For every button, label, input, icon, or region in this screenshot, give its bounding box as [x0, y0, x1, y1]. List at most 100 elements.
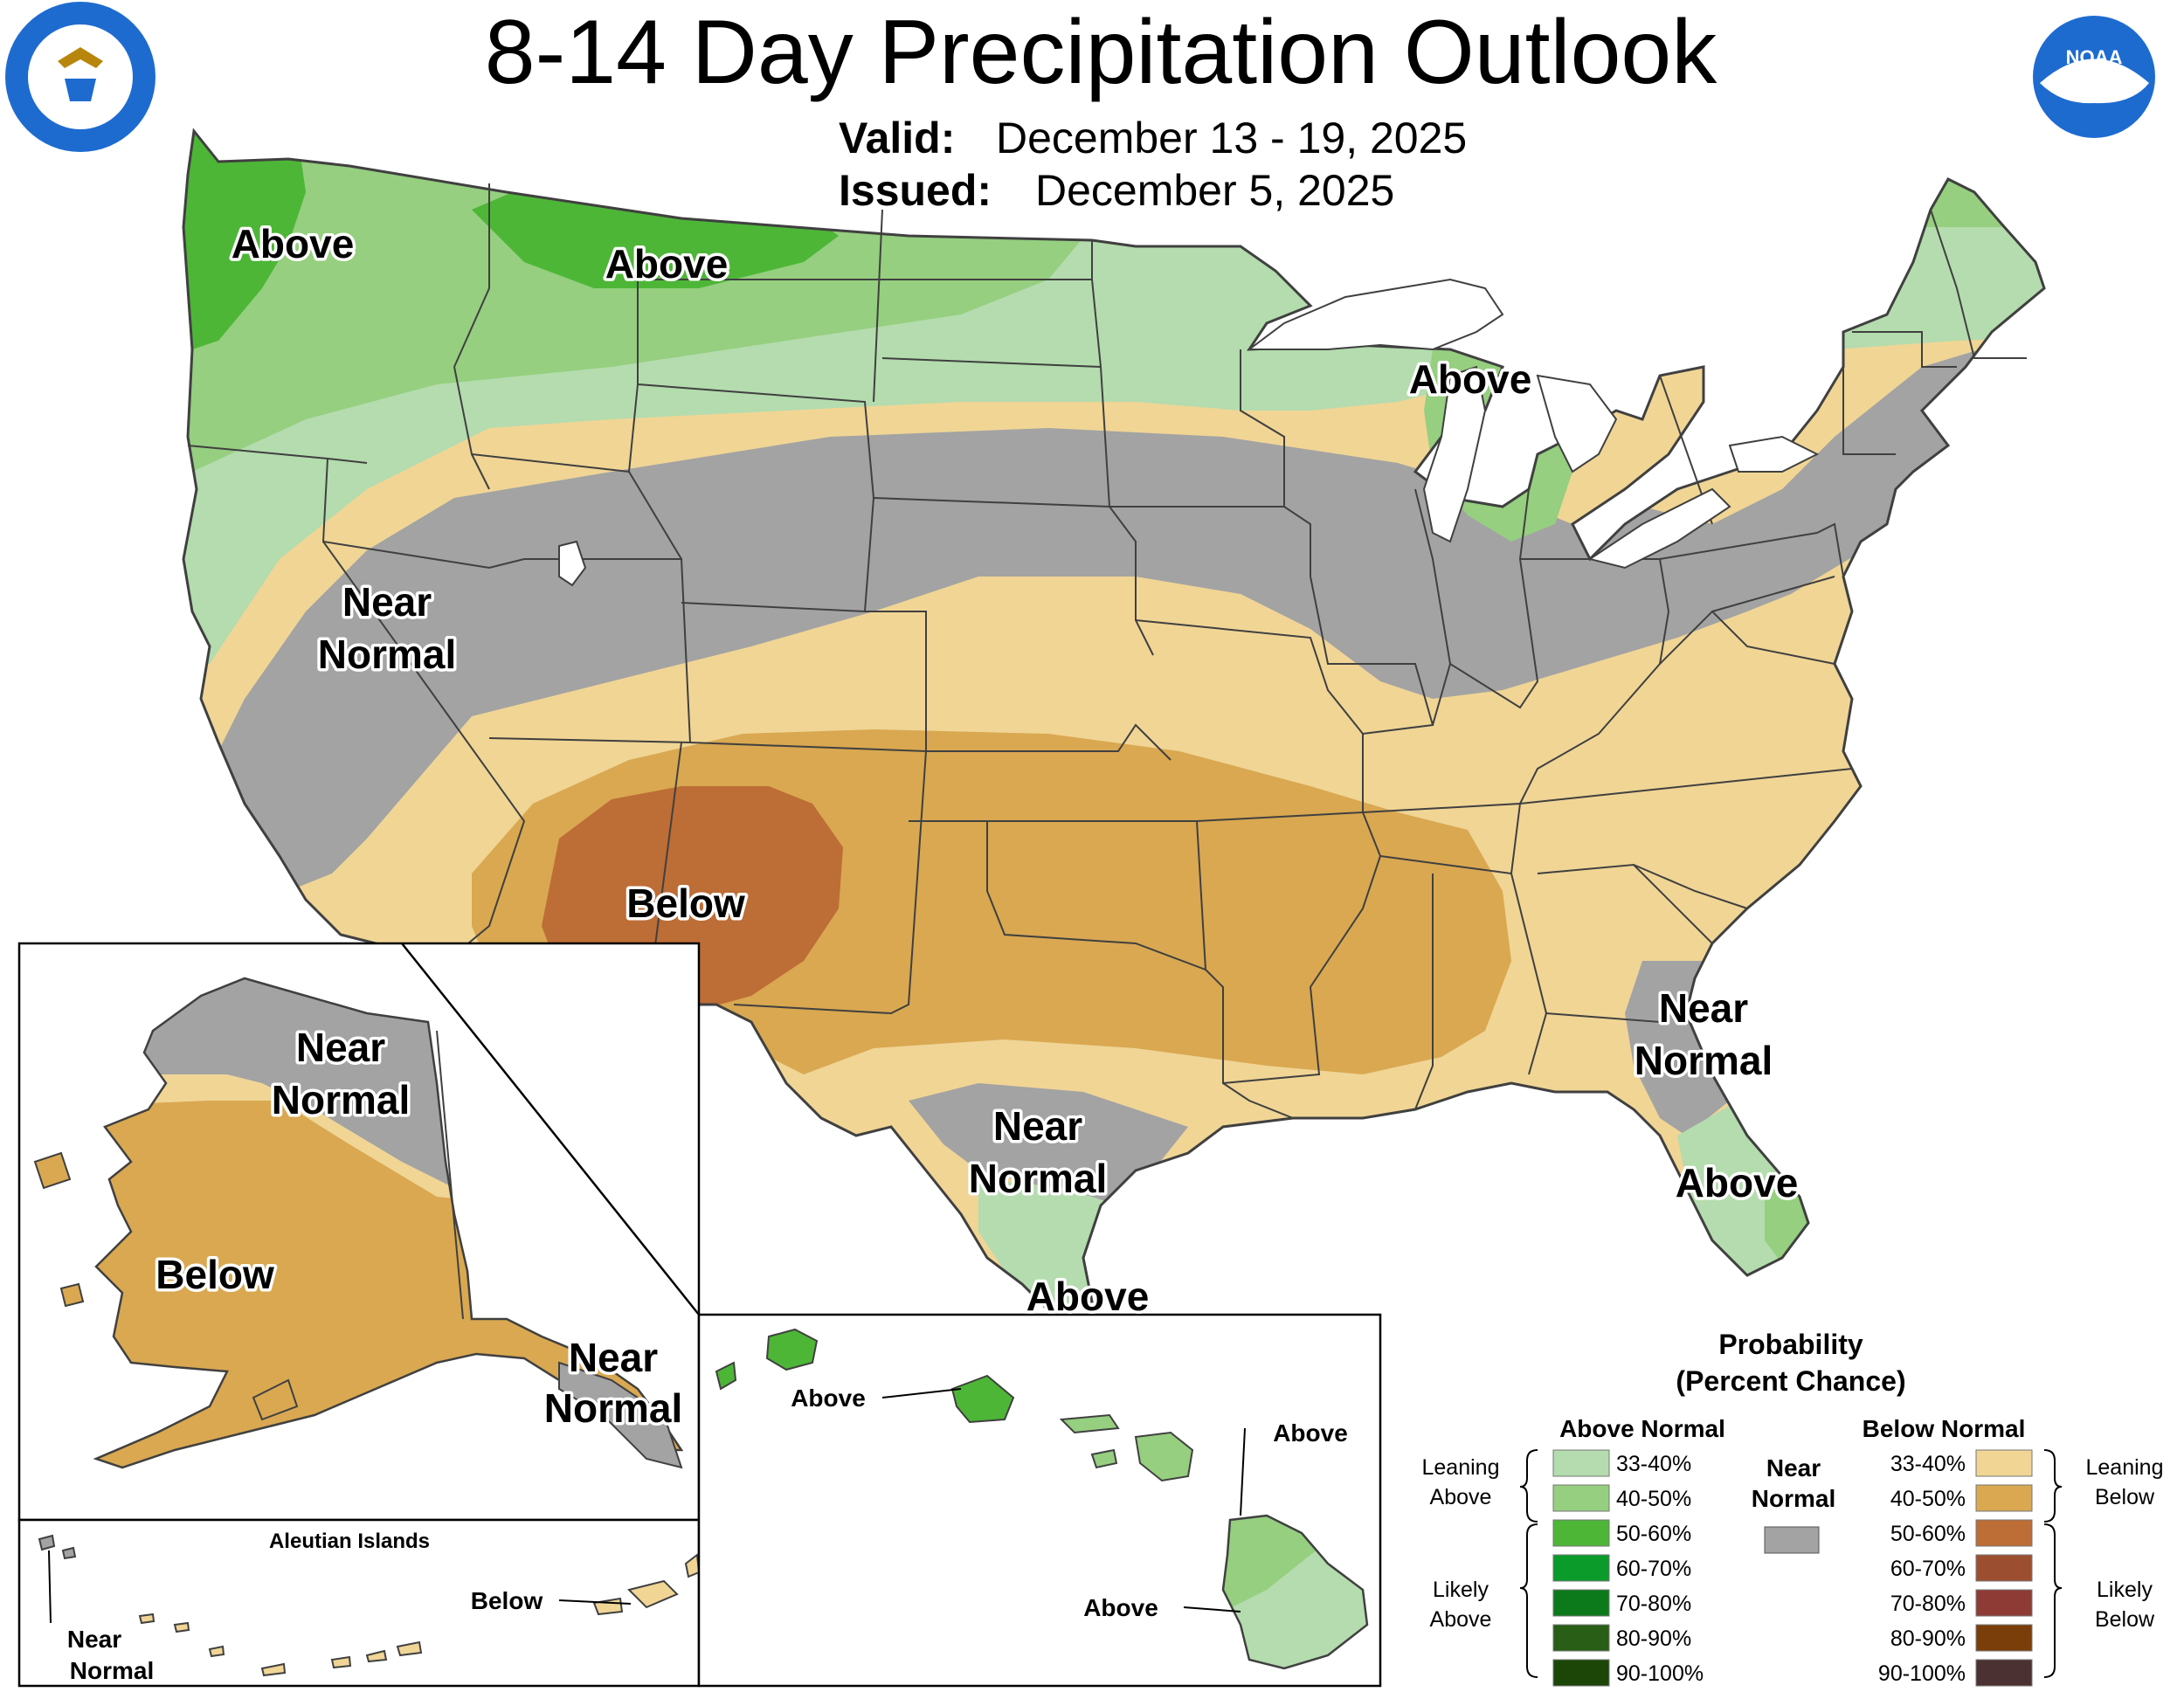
- bracket-leaning-above: [1519, 1449, 1538, 1523]
- nunivak-island: [59, 1282, 85, 1308]
- aleutian-islands: [138, 1553, 701, 1677]
- legend-above-row-swatch: [1552, 1484, 1610, 1512]
- legend-likely-above-line1: Likely: [1433, 1578, 1489, 1602]
- legend-likely-above-line2: Above: [1430, 1607, 1492, 1632]
- legend-above-row-swatch: [1552, 1449, 1610, 1477]
- legend-leaning-below-line1: Leaning: [2086, 1455, 2164, 1480]
- aleutian-island: [330, 1655, 352, 1669]
- legend-below-row-range-label: 50-60%: [1890, 1522, 1966, 1546]
- legend-near-line1: Near: [1766, 1454, 1821, 1481]
- aleutian-island: [627, 1579, 679, 1609]
- valid-value: December 13 - 19, 2025: [996, 114, 1467, 162]
- legend: Probability (Percent Chance) Above Norma…: [1422, 1329, 2164, 1687]
- legend-above-row-range-label: 80-90%: [1616, 1626, 1691, 1651]
- legend-below-row-swatch: [1975, 1589, 2033, 1617]
- lake-huron: [1536, 374, 1618, 473]
- legend-likely-below-line2: Below: [2095, 1607, 2155, 1632]
- legend-below-row-swatch: [1975, 1624, 2033, 1652]
- alaska-connector-line: [401, 943, 700, 1316]
- page-title: 8-14 Day Precipitation Outlook: [485, 2, 1718, 103]
- bracket-likely-above: [1519, 1523, 1538, 1678]
- eagle-icon: [58, 47, 103, 68]
- legend-above-row-range-label: 40-50%: [1616, 1487, 1691, 1511]
- legend-below-row-range-label: 40-50%: [1890, 1487, 1966, 1511]
- lake-superior: [1247, 278, 1504, 351]
- aleutian-near-island: [61, 1546, 77, 1560]
- conus-above-33-40-texas: [978, 1179, 1118, 1310]
- commerce-seal: [5, 2, 156, 152]
- legend-below-row-range-label: 70-80%: [1890, 1592, 1966, 1616]
- legend-above-row-swatch: [1552, 1519, 1610, 1547]
- legend-above-row-swatch: [1552, 1624, 1610, 1652]
- noaa-logo: NOAA: [2033, 16, 2155, 138]
- label-georgia-near-line2: Normal: [1635, 1038, 1773, 1083]
- legend-above-row-range-label: 90-100%: [1616, 1661, 1704, 1686]
- maui-island: [1134, 1431, 1194, 1482]
- legend-leaning-below-line2: Below: [2095, 1485, 2155, 1509]
- label-pacific-nw: Above: [232, 221, 355, 266]
- hawaii-maui-leader: [1240, 1427, 1246, 1516]
- hawaii-oahu-leader: [881, 1388, 962, 1398]
- conus-state-borders: [182, 128, 2046, 1312]
- conus-above-50-60-washington: [183, 131, 306, 349]
- label-south-texas-above: Above: [1026, 1274, 1150, 1319]
- label-alaska-north-line2: Normal: [272, 1077, 410, 1122]
- aleutian-island: [138, 1613, 156, 1625]
- aleutian-below-leader: [558, 1599, 632, 1605]
- issued-value: December 5, 2025: [1035, 166, 1394, 215]
- lake-ontario: [1728, 435, 1820, 473]
- lake-michigan: [1422, 365, 1487, 543]
- legend-below-row-swatch: [1975, 1449, 2033, 1477]
- label-great-basin-line2: Normal: [318, 632, 456, 677]
- legend-below-header: Below Normal: [1863, 1415, 2026, 1442]
- commerce-seal-center: [28, 24, 133, 129]
- niihau-island: [715, 1361, 737, 1391]
- conus-near-normal-zone: [201, 341, 2009, 891]
- aleutian-island: [173, 1621, 190, 1633]
- legend-above-row-range-label: 33-40%: [1616, 1452, 1691, 1476]
- hawaii-inset: [697, 1313, 1382, 1688]
- legend-below-row-range-label: 33-40%: [1890, 1452, 1966, 1476]
- legend-above-row-range-label: 60-70%: [1616, 1557, 1691, 1581]
- aleutian-near-line2: Normal: [70, 1657, 154, 1684]
- alaska-panhandle: [558, 1361, 683, 1469]
- great-lakes: [558, 278, 1820, 587]
- legend-below-row-range-label: 90-100%: [1878, 1661, 1966, 1686]
- legend-title-line2: (Percent Chance): [1676, 1365, 1905, 1397]
- alaska-outline: [93, 977, 684, 1469]
- label-alaska-north-line1: Near: [296, 1025, 385, 1070]
- label-alaska-southwest: Below: [156, 1252, 274, 1297]
- hawaii-big-island-leader: [1183, 1606, 1241, 1613]
- aleutian-island: [208, 1645, 225, 1658]
- label-florida: Above: [1676, 1160, 1799, 1205]
- legend-below-row-swatch: [1975, 1554, 2033, 1582]
- alaska-inset: [17, 942, 701, 1522]
- legend-leaning-above-line2: Above: [1430, 1485, 1492, 1509]
- label-georgia-near-line1: Near: [1659, 985, 1748, 1031]
- bracket-leaning-below: [2043, 1449, 2063, 1523]
- label-southwest: Below: [626, 881, 745, 926]
- legend-above-rows: 33-40% 40-50% 50-60% 60-70% 70-80% 80-90% 90-1…: [1552, 1449, 1704, 1687]
- legend-above-row-swatch: [1552, 1659, 1610, 1687]
- aleutian-near-line1: Near: [67, 1626, 121, 1653]
- legend-below-rows: 33-40% 40-50% 50-60% 60-70% 70-80% 80-90% 90-1…: [1878, 1449, 2033, 1687]
- noaa-gull-icon: [2040, 59, 2149, 104]
- label-alaska-southeast-line1: Near: [569, 1335, 658, 1380]
- issued-label: Issued:: [839, 166, 992, 215]
- label-great-lakes: Above: [1409, 356, 1532, 402]
- aleutian-near-island: [38, 1534, 56, 1551]
- conus-near-normal-texas: [909, 1083, 1188, 1205]
- legend-above-header: Above Normal: [1559, 1415, 1725, 1442]
- legend-near-swatch: [1764, 1526, 1820, 1554]
- aleutian-below-label: Below: [471, 1587, 543, 1614]
- lake-erie: [1587, 487, 1731, 570]
- label-great-basin-line1: Near: [342, 579, 432, 625]
- kauai-island: [765, 1328, 819, 1371]
- kodiak-island: [252, 1378, 299, 1421]
- legend-near-line2: Normal: [1752, 1485, 1835, 1512]
- aleutian-island: [396, 1640, 423, 1657]
- legend-above-row-range-label: 50-60%: [1616, 1522, 1691, 1546]
- lanai-island: [1090, 1448, 1118, 1469]
